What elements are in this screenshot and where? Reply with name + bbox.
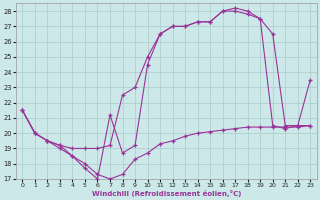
X-axis label: Windchill (Refroidissement éolien,°C): Windchill (Refroidissement éolien,°C)	[92, 190, 241, 197]
